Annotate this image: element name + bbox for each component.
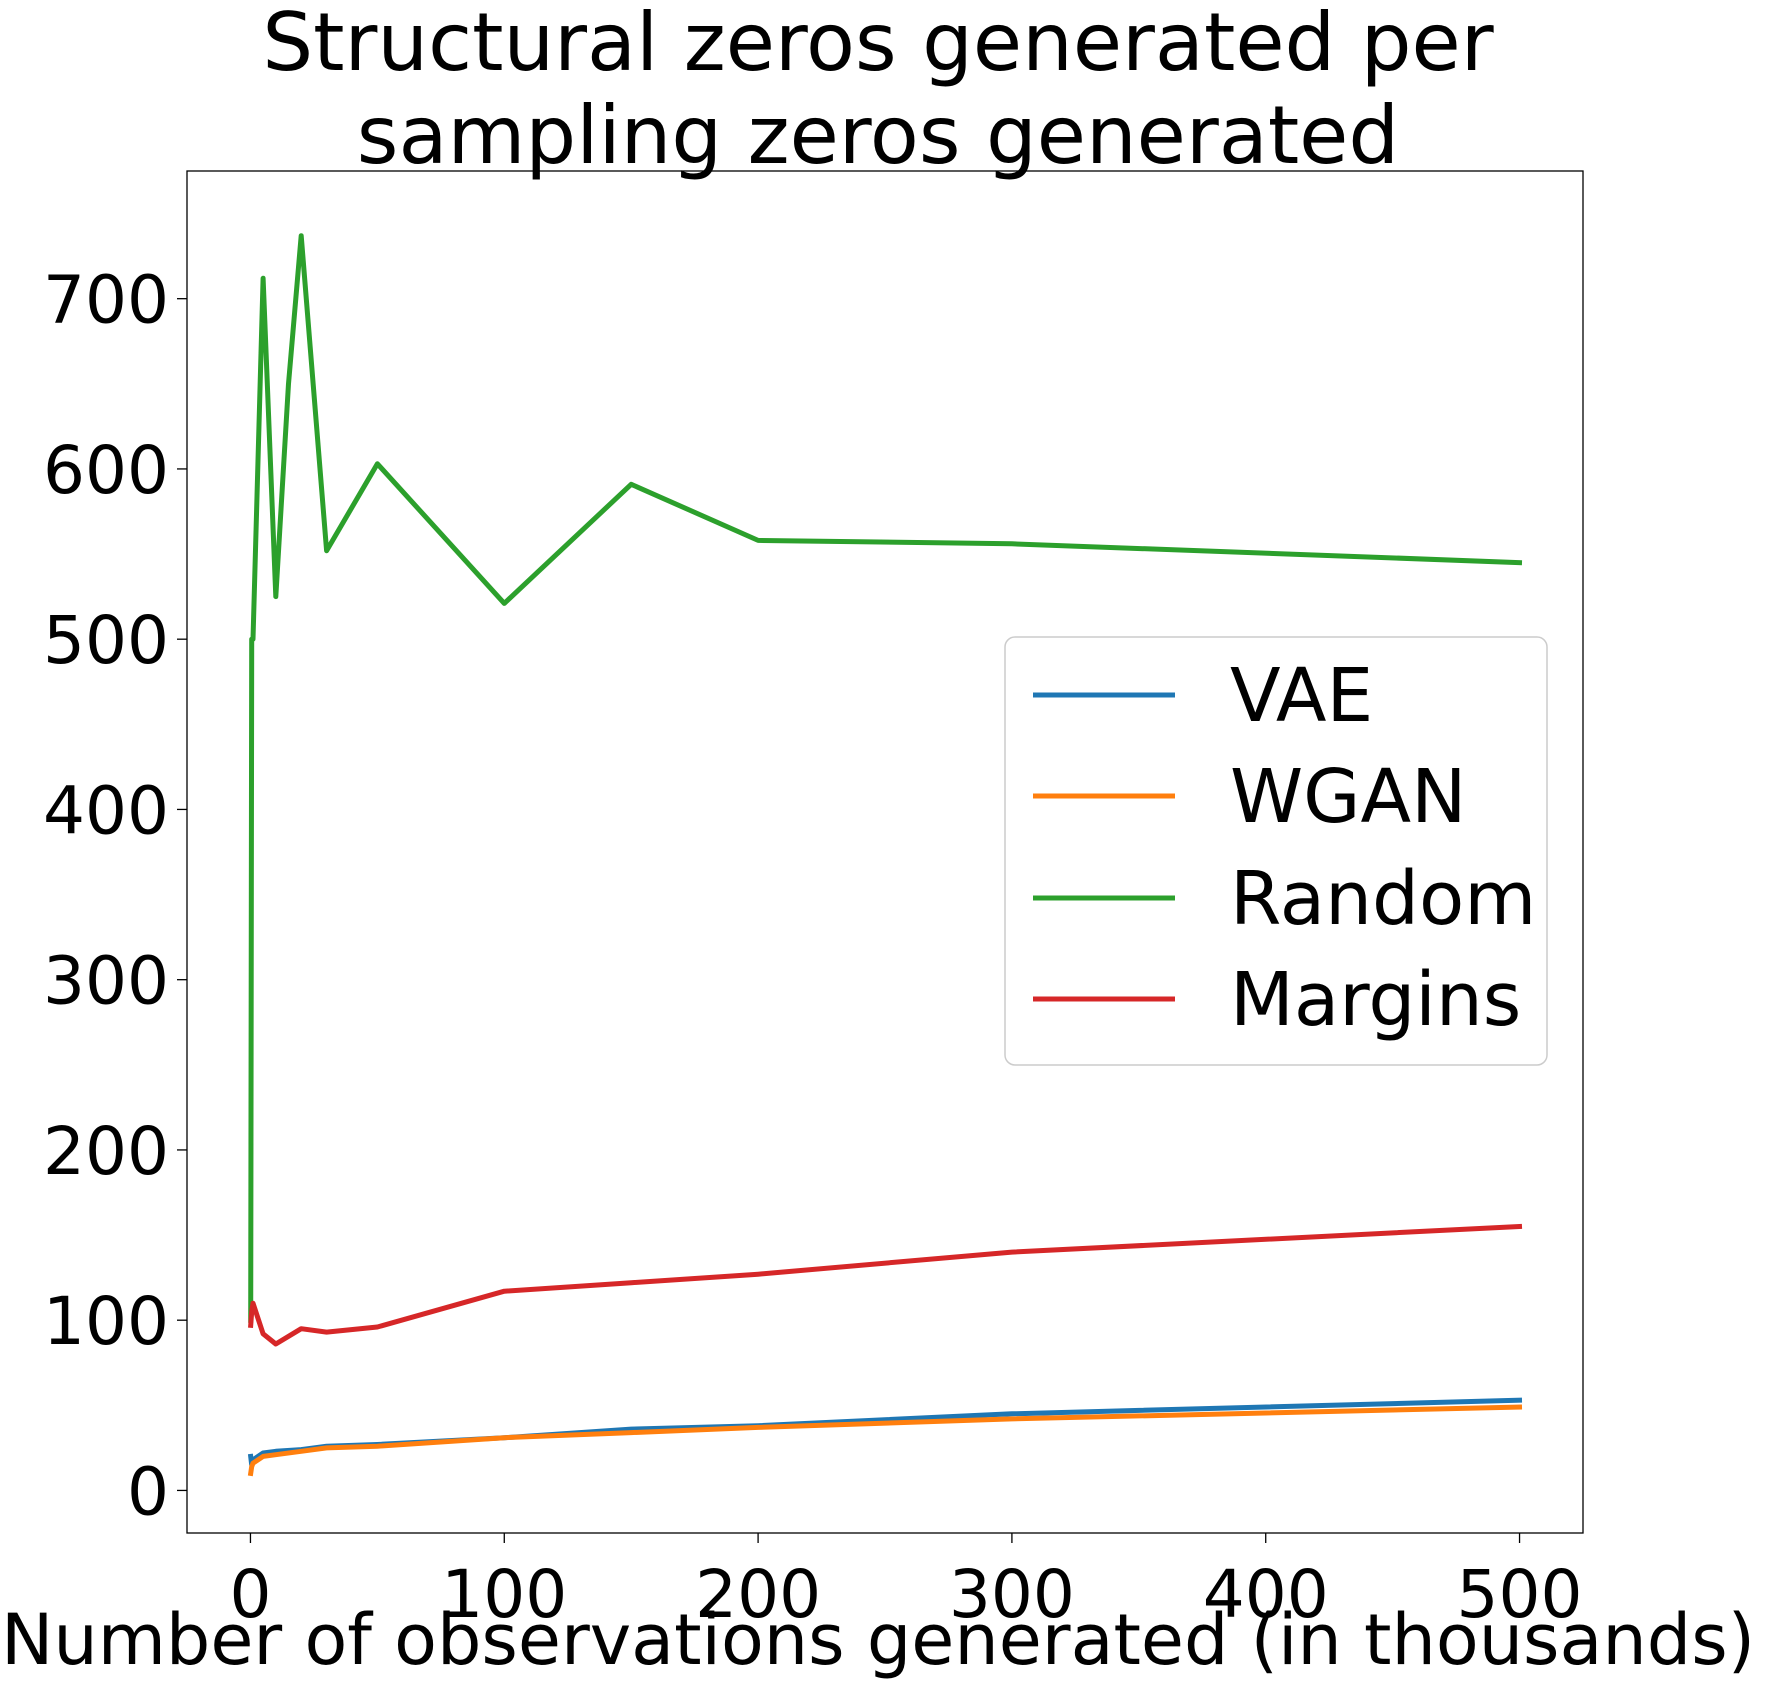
y-tick-label: 300 (43, 943, 169, 1020)
legend-label-margins: Margins (1230, 957, 1521, 1043)
series-line-wgan (247, 1404, 1523, 1477)
x-axis-label: Number of observations generated (in tho… (1, 1599, 1755, 1681)
legend-label-random: Random (1230, 856, 1536, 942)
y-tick-label: 400 (43, 772, 169, 849)
plot-frame (186, 170, 1584, 1534)
series-line-margins (248, 1223, 1523, 1347)
x-tick-label: 200 (695, 1556, 821, 1633)
series-line-random (248, 233, 1523, 1323)
x-tick-label: 300 (949, 1556, 1075, 1633)
y-axis: 0 100 200 300 400 500 600 700 (43, 262, 187, 1530)
y-tick-label: 500 (43, 602, 169, 679)
chart-title-line-1: Structural zeros generated per (262, 0, 1493, 89)
x-tick-label: 400 (1203, 1556, 1329, 1633)
x-tick-label: 100 (441, 1556, 567, 1633)
chart-title-line-2: sampling zeros generated (357, 89, 1399, 182)
x-tick-label: 500 (1457, 1556, 1583, 1633)
y-tick-label: 100 (43, 1283, 169, 1360)
y-tick-label: 200 (43, 1113, 169, 1190)
x-tick-label: 0 (229, 1556, 271, 1633)
y-tick-label: 600 (43, 432, 169, 509)
legend-frame (1004, 636, 1548, 1066)
x-axis: 0 100 200 300 400 500 (229, 1533, 1583, 1633)
y-tick-label: 700 (43, 262, 169, 339)
plot-area-series (247, 233, 1523, 1477)
legend: VAE WGAN Random Margins (1004, 636, 1548, 1066)
y-tick-label: 0 (127, 1453, 169, 1530)
legend-label-wgan: WGAN (1230, 754, 1467, 840)
legend-label-vae: VAE (1230, 653, 1373, 739)
